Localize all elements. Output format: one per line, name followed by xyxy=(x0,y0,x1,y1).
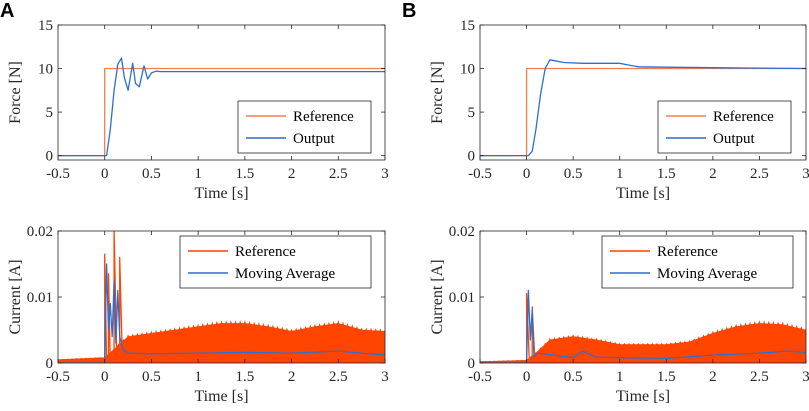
x-tick-label: -0.5 xyxy=(468,166,492,182)
y-tick-label: 15 xyxy=(460,18,475,34)
legend-label: Output xyxy=(713,131,756,147)
x-tick-label: 3 xyxy=(381,166,389,182)
y-tick-label: 0.02 xyxy=(449,224,475,240)
x-tick-label: 1.5 xyxy=(235,166,254,182)
x-axis-label: Time [s] xyxy=(194,388,248,405)
x-tick-label: 2 xyxy=(709,166,717,182)
x-tick-label: 2.5 xyxy=(750,369,769,385)
x-tick-label: 0 xyxy=(523,369,531,385)
legend: Reference Moving Average xyxy=(601,235,794,289)
x-axis-label: Time [s] xyxy=(616,185,670,202)
y-tick-label: 15 xyxy=(38,18,53,34)
x-tick-label: 1.5 xyxy=(657,369,676,385)
x-tick-label: 0.5 xyxy=(564,166,583,182)
series-moving-average xyxy=(58,263,385,363)
legend-box xyxy=(601,235,794,289)
x-tick-label: 0 xyxy=(523,166,531,182)
legend-box xyxy=(179,235,372,289)
series-output xyxy=(480,59,806,157)
series-reference-noise xyxy=(58,320,385,361)
y-tick-label: 0 xyxy=(46,356,54,372)
y-tick-label: 0.01 xyxy=(449,290,475,306)
y-tick-label: 10 xyxy=(38,62,53,78)
legend: Reference Moving Average xyxy=(179,235,372,289)
series-moving-average xyxy=(480,289,806,363)
y-tick-label: 5 xyxy=(46,105,54,121)
plot-series xyxy=(58,231,385,363)
legend-label: Reference xyxy=(657,244,718,260)
x-tick-label: -0.5 xyxy=(468,369,492,385)
panel-label-a: A xyxy=(0,0,14,22)
x-tick-label: 0 xyxy=(101,369,109,385)
x-tick-label: 1 xyxy=(616,166,624,182)
x-tick-label: 0 xyxy=(101,166,109,182)
x-tick-label: 2.5 xyxy=(750,166,769,182)
x-tick-label: 0.5 xyxy=(142,369,161,385)
y-tick-label: 5 xyxy=(468,105,476,121)
plot-series xyxy=(480,289,806,363)
x-tick-label: 2.5 xyxy=(329,369,348,385)
x-tick-label: 2.5 xyxy=(329,166,348,182)
x-tick-label: 3 xyxy=(802,369,809,385)
legend-label: Reference xyxy=(235,244,296,260)
axes-box xyxy=(479,24,807,161)
series-output xyxy=(58,57,385,157)
x-tick-label: 2 xyxy=(709,369,717,385)
legend-box xyxy=(657,100,792,154)
x-tick-label: 3 xyxy=(381,369,389,385)
y-tick-label: 10 xyxy=(460,62,475,78)
y-tick-label: 0 xyxy=(468,149,476,165)
x-tick-label: 0.5 xyxy=(142,166,161,182)
series-reference-spikes xyxy=(104,231,124,363)
x-tick-label: 1 xyxy=(616,369,624,385)
plot-series xyxy=(480,59,806,157)
x-tick-label: 1 xyxy=(194,369,202,385)
y-tick-label: 0 xyxy=(46,149,54,165)
x-tick-label: -0.5 xyxy=(46,369,70,385)
legend: Reference Output xyxy=(237,100,372,154)
x-tick-label: 1.5 xyxy=(235,369,254,385)
plot-series xyxy=(58,57,385,157)
legend-label: Moving Average xyxy=(657,266,757,282)
x-axis-label: Time [s] xyxy=(616,388,670,405)
x-tick-label: 2 xyxy=(288,369,296,385)
legend-label: Moving Average xyxy=(235,266,335,282)
y-axis-label: Current [A] xyxy=(7,259,24,334)
legend-label: Output xyxy=(293,131,336,147)
legend-box xyxy=(237,100,372,154)
legend: Reference Output xyxy=(657,100,792,154)
y-axis-label: Force [N] xyxy=(7,61,24,124)
legend-label: Reference xyxy=(293,109,354,125)
axes-box xyxy=(57,24,386,161)
y-axis-label: Current [A] xyxy=(429,259,446,334)
x-tick-label: -0.5 xyxy=(46,166,70,182)
y-axis-label: Force [N] xyxy=(429,61,446,124)
x-tick-label: 3 xyxy=(802,166,809,182)
legend-label: Reference xyxy=(713,109,774,125)
x-tick-label: 1.5 xyxy=(657,166,676,182)
y-tick-label: 0 xyxy=(468,356,476,372)
x-tick-label: 0.5 xyxy=(564,369,583,385)
y-tick-label: 0.02 xyxy=(27,224,53,240)
panel-label-b: B xyxy=(402,0,416,22)
y-tick-label: 0.01 xyxy=(27,290,53,306)
x-tick-label: 2 xyxy=(288,166,296,182)
x-axis-label: Time [s] xyxy=(194,185,248,202)
x-tick-label: 1 xyxy=(194,166,202,182)
